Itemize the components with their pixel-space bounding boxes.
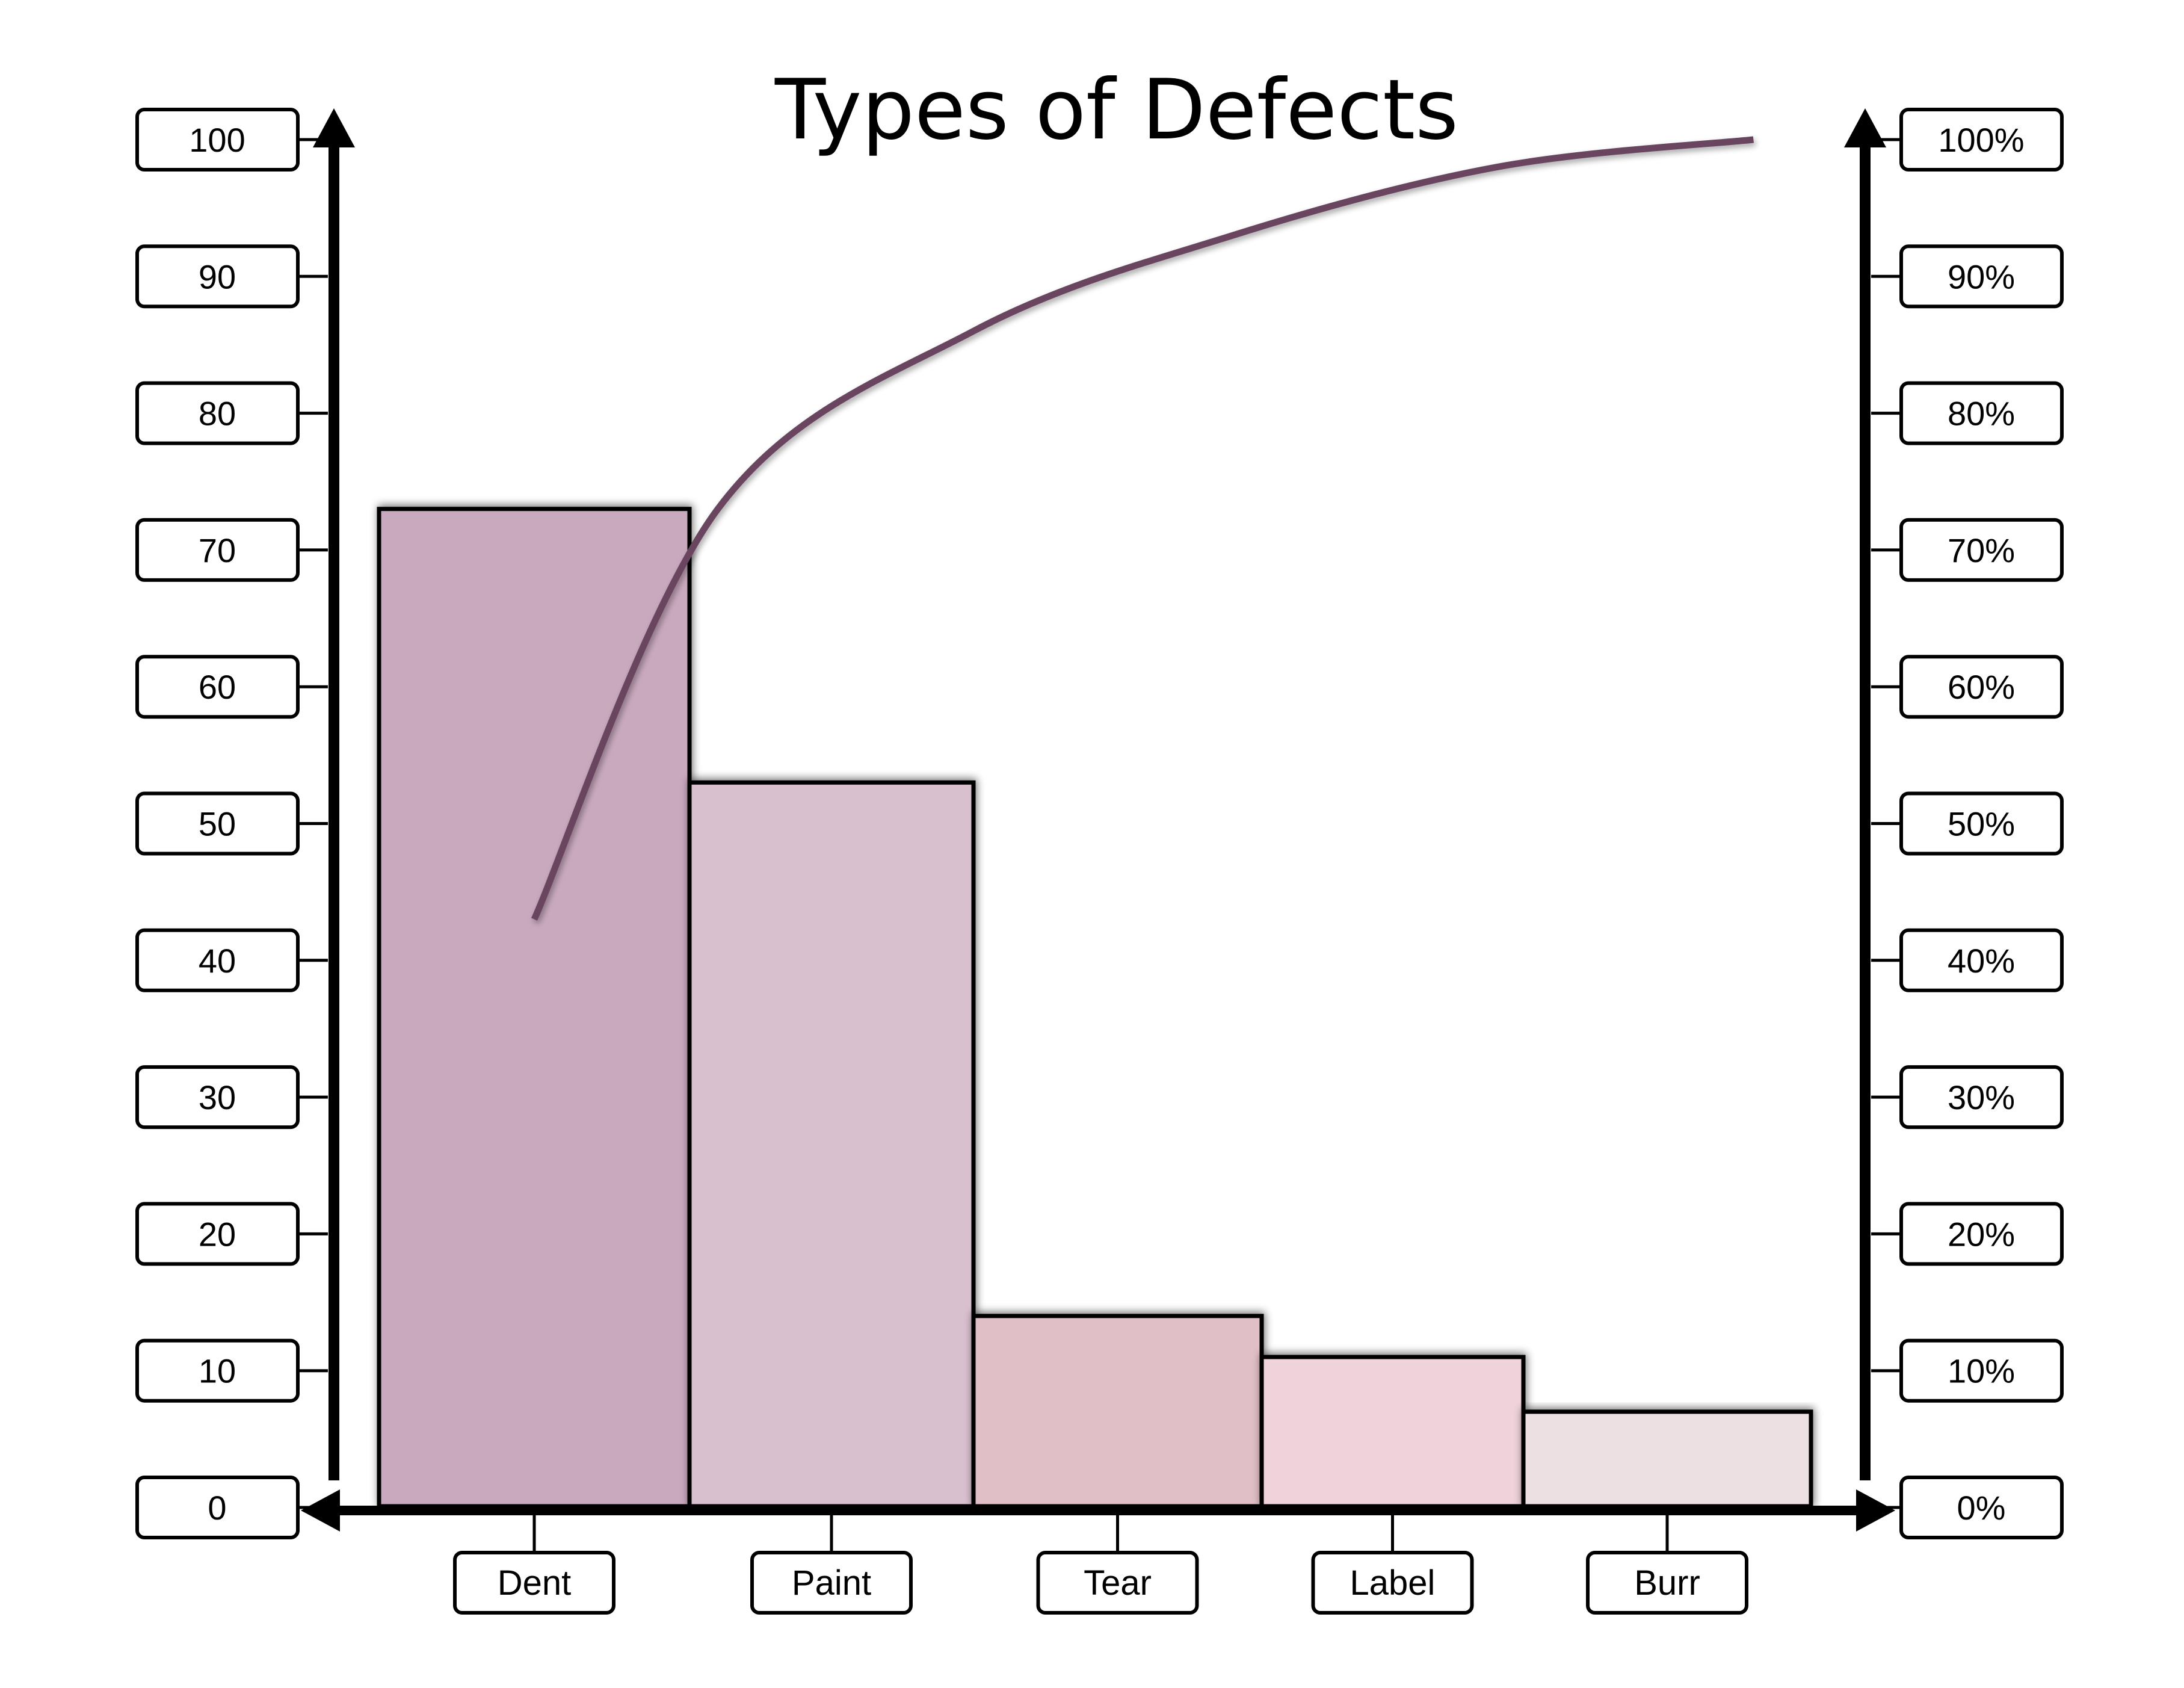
- bars-layer: [377, 507, 1813, 1509]
- x-tick-label-dent: Dent: [498, 1563, 572, 1603]
- right-tick-box: [1899, 244, 2064, 309]
- right-tick-label: 100%: [1938, 121, 2024, 159]
- right-tick-box: [1899, 791, 2064, 856]
- right-tick-label: 60%: [1948, 668, 2015, 706]
- bar-dent: [377, 507, 692, 1509]
- axes-layer: [301, 108, 1895, 1532]
- bar-label: [1259, 1355, 1526, 1509]
- cumulative-percent-line: [531, 136, 1754, 921]
- x-tick-label-label: Label: [1350, 1563, 1436, 1603]
- left-tick-label: 100: [189, 121, 245, 159]
- cumulative-line-layer: [531, 136, 1754, 921]
- left-tick-label: 10: [199, 1352, 236, 1390]
- x-tick-box: [750, 1551, 913, 1615]
- right-tick-label: 80%: [1948, 395, 2015, 433]
- right-tick-label: 50%: [1948, 805, 2015, 843]
- right-tick-box: [1899, 518, 2064, 582]
- left-tick-box: [135, 381, 300, 445]
- left-tick-box: [135, 1338, 300, 1403]
- left-tick-box: [135, 655, 300, 719]
- right-tick-label: 0%: [1957, 1489, 2006, 1527]
- right-tick-box: [1899, 1476, 2064, 1539]
- right-tick-label: 70%: [1948, 531, 2015, 569]
- right-tick-label: 30%: [1948, 1078, 2015, 1116]
- left-tick-box: [135, 928, 300, 992]
- right-tick-box: [1899, 928, 2064, 992]
- x-tick-label-burr: Burr: [1634, 1563, 1700, 1603]
- bar-burr: [1521, 1409, 1813, 1509]
- left-axis-arrow-icon: [313, 108, 355, 147]
- right-tick-box: [1899, 108, 2064, 172]
- left-tick-label: 30: [199, 1078, 236, 1116]
- right-tick-label: 90%: [1948, 258, 2015, 295]
- left-tick-label: 50: [199, 805, 236, 843]
- left-tick-label: 60: [199, 668, 236, 706]
- bar-tear: [971, 1314, 1264, 1509]
- right-tick-label: 10%: [1948, 1352, 2015, 1390]
- left-tick-label: 20: [199, 1215, 236, 1253]
- x-tick-box: [453, 1551, 615, 1615]
- left-tick-box: [135, 791, 300, 856]
- left-axis-ticks: 0 10 20 30 40 50 60 70 80 90 100: [135, 108, 328, 1539]
- left-tick-label: 0: [208, 1489, 226, 1527]
- right-tick-box: [1899, 1338, 2064, 1403]
- left-tick-box: [135, 108, 300, 172]
- x-axis-ticks: Dent Paint Tear Label Burr: [453, 1515, 1748, 1615]
- left-tick-box: [135, 1476, 300, 1539]
- left-tick-box: [135, 518, 300, 582]
- x-axis-right-arrow-icon: [1856, 1489, 1895, 1532]
- x-tick-box: [1311, 1551, 1474, 1615]
- right-axis-arrow-icon: [1844, 108, 1886, 147]
- chart-title: Types of Defects: [774, 61, 1458, 158]
- left-tick-label: 80: [199, 395, 236, 433]
- x-tick-box: [1036, 1551, 1199, 1615]
- x-tick-label-tear: Tear: [1084, 1563, 1152, 1603]
- left-tick-label: 40: [199, 942, 236, 980]
- left-tick-label: 90: [199, 258, 236, 295]
- x-axis-left-arrow-icon: [301, 1489, 340, 1532]
- x-tick-box: [1586, 1551, 1748, 1615]
- x-tick-label-paint: Paint: [792, 1563, 871, 1603]
- right-tick-box: [1899, 1202, 2064, 1266]
- left-tick-label: 70: [199, 531, 236, 569]
- right-axis-ticks: 0% 10% 20% 30% 40% 50% 60% 70% 80% 90% 100%: [1871, 108, 2064, 1539]
- right-tick-label: 20%: [1948, 1215, 2015, 1253]
- left-tick-box: [135, 1202, 300, 1266]
- right-tick-box: [1899, 655, 2064, 719]
- right-tick-label: 40%: [1948, 942, 2015, 980]
- right-tick-box: [1899, 381, 2064, 445]
- right-tick-box: [1899, 1065, 2064, 1130]
- left-tick-box: [135, 244, 300, 309]
- bar-paint: [687, 780, 976, 1509]
- left-tick-box: [135, 1065, 300, 1130]
